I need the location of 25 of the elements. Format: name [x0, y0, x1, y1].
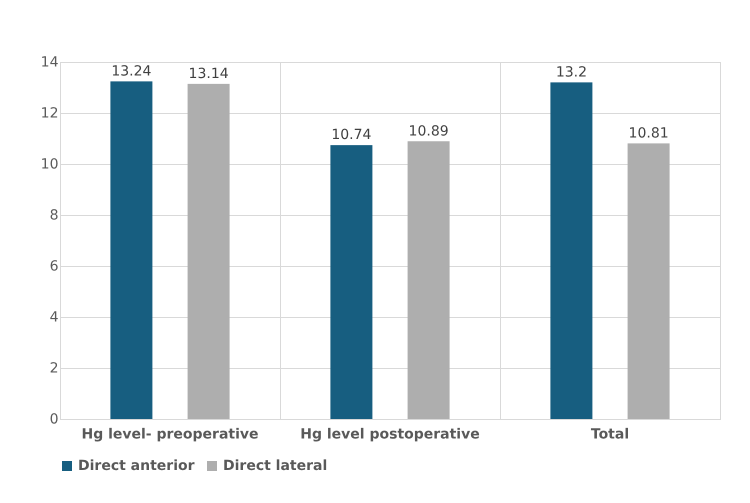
y-tick-label: 0	[50, 412, 58, 428]
bar	[628, 143, 670, 419]
bar	[188, 84, 230, 419]
x-tick-label: Hg level postoperative	[300, 426, 480, 442]
bar	[330, 145, 372, 419]
data-label: 13.14	[188, 66, 229, 82]
data-label: 10.81	[628, 125, 669, 142]
x-tick-label: Total	[590, 426, 630, 442]
data-label: 13.2	[556, 64, 587, 80]
y-tick-label: 12	[40, 106, 58, 122]
data-label: 10.74	[331, 127, 372, 144]
data-label: 10.89	[408, 123, 449, 140]
y-tick-label: 8	[50, 208, 58, 224]
bar	[110, 81, 152, 419]
y-tick-label: 10	[40, 156, 58, 172]
y-tick-label: 6	[50, 258, 59, 274]
bar	[408, 141, 450, 419]
legend-label: Direct anterior	[78, 458, 195, 474]
bar	[550, 82, 592, 419]
legend-label: Direct lateral	[223, 458, 328, 474]
x-tick-label: Hg level- preoperative	[81, 426, 259, 442]
y-tick-label: 14	[40, 54, 59, 70]
data-label: 13.24	[111, 63, 152, 80]
y-tick-label: 2	[50, 360, 58, 376]
y-tick-label: 4	[50, 310, 59, 326]
